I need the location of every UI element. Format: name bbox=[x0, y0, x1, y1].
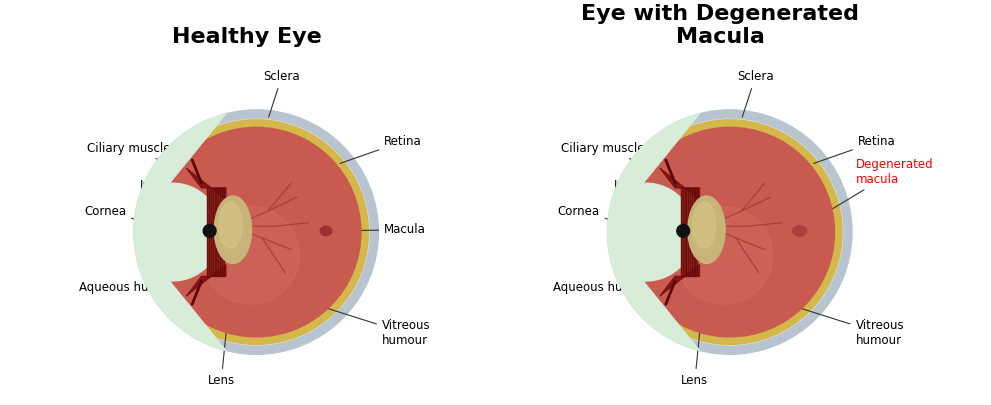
Polygon shape bbox=[186, 265, 226, 296]
Circle shape bbox=[616, 119, 842, 345]
Circle shape bbox=[607, 110, 852, 354]
Circle shape bbox=[677, 224, 690, 237]
Text: Iris: Iris bbox=[613, 179, 685, 208]
Polygon shape bbox=[660, 265, 700, 296]
Ellipse shape bbox=[688, 196, 725, 264]
Circle shape bbox=[201, 207, 299, 304]
Text: Cornea: Cornea bbox=[84, 205, 159, 226]
Circle shape bbox=[134, 110, 379, 354]
Polygon shape bbox=[134, 114, 226, 350]
Circle shape bbox=[625, 127, 834, 337]
Text: Cornea: Cornea bbox=[558, 205, 631, 226]
Text: Lens: Lens bbox=[208, 267, 235, 387]
Polygon shape bbox=[186, 168, 226, 200]
Text: Retina: Retina bbox=[340, 135, 422, 164]
Text: Iris: Iris bbox=[140, 179, 212, 208]
Title: Healthy Eye: Healthy Eye bbox=[172, 28, 322, 47]
Circle shape bbox=[144, 119, 369, 345]
Text: Degenerated
macula: Degenerated macula bbox=[802, 158, 934, 227]
Ellipse shape bbox=[219, 202, 242, 248]
Text: Lens: Lens bbox=[681, 267, 709, 387]
Text: Sclera: Sclera bbox=[737, 70, 774, 117]
Text: Macula: Macula bbox=[329, 223, 426, 236]
Ellipse shape bbox=[693, 202, 716, 248]
Text: Aqueous humor: Aqueous humor bbox=[79, 254, 181, 294]
Text: Ciliary muscle: Ciliary muscle bbox=[87, 142, 193, 173]
Circle shape bbox=[203, 224, 216, 237]
Ellipse shape bbox=[320, 226, 332, 236]
Text: Aqueous humor: Aqueous humor bbox=[553, 254, 655, 294]
Text: Sclera: Sclera bbox=[264, 70, 300, 117]
Text: Vitreous
humour: Vitreous humour bbox=[791, 305, 904, 347]
Polygon shape bbox=[607, 114, 700, 350]
Text: Retina: Retina bbox=[814, 135, 896, 164]
Circle shape bbox=[617, 120, 842, 344]
Circle shape bbox=[675, 207, 773, 304]
Polygon shape bbox=[660, 168, 700, 200]
Ellipse shape bbox=[793, 226, 807, 236]
Bar bbox=[681, 188, 698, 276]
Text: Vitreous
humour: Vitreous humour bbox=[317, 305, 430, 347]
Circle shape bbox=[144, 120, 369, 344]
Bar bbox=[207, 188, 224, 276]
Circle shape bbox=[152, 127, 361, 337]
Text: Ciliary muscle: Ciliary muscle bbox=[561, 142, 667, 173]
Ellipse shape bbox=[214, 196, 252, 264]
Title: Eye with Degenerated
Macula: Eye with Degenerated Macula bbox=[582, 4, 859, 47]
